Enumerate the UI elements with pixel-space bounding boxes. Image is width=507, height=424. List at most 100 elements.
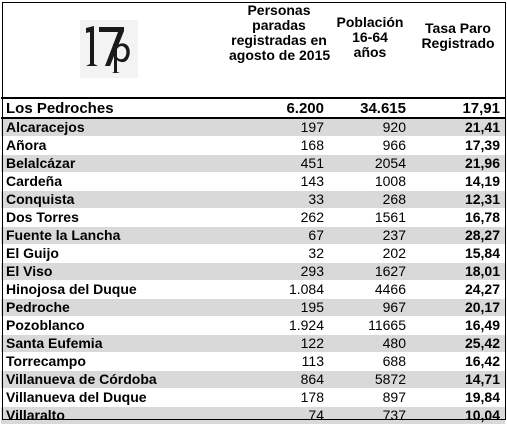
parados-value: 864 [229, 371, 329, 389]
tasa-value: 20,17 [411, 299, 505, 317]
header-line: agosto de 2015 [229, 48, 329, 63]
municipality-name: Añora [1, 137, 229, 155]
header-line: Población [329, 15, 411, 30]
tasa-value: 24,27 [411, 281, 505, 299]
municipality-name: El Guijo [1, 245, 229, 263]
poblacion-value: 897 [329, 389, 411, 407]
header-poblacion: Población 16-64 años [329, 1, 411, 98]
municipality-name: Villaralto [1, 407, 229, 424]
parados-value: 262 [229, 209, 329, 227]
header-line: paradas [229, 18, 329, 33]
tasa-value: 18,01 [411, 263, 505, 281]
municipality-name: Hinojosa del Duque [1, 281, 229, 299]
poblacion-value: 737 [329, 407, 411, 424]
municipality-name: Conquista [1, 191, 229, 209]
municipality-name: Belalcázar [1, 155, 229, 173]
parados-value: 33 [229, 191, 329, 209]
17p-logo-icon [80, 20, 138, 78]
municipality-name: Alcaracejos [1, 118, 229, 137]
parados-value: 1.924 [229, 317, 329, 335]
parados-value: 143 [229, 173, 329, 191]
tasa-value: 12,31 [411, 191, 505, 209]
parados-value: 197 [229, 118, 329, 137]
poblacion-value: 1627 [329, 263, 411, 281]
tasa-value: 21,41 [411, 118, 505, 137]
tasa-value: 19,84 [411, 389, 505, 407]
header-personas-paradas: Personas paradas registradas en agosto d… [229, 1, 329, 98]
total-parados: 6.200 [229, 98, 329, 118]
logo-cell [1, 1, 229, 98]
total-tasa: 17,91 [411, 98, 505, 118]
parados-value: 113 [229, 353, 329, 371]
parados-value: 122 [229, 335, 329, 353]
municipality-name: Cardeña [1, 173, 229, 191]
poblacion-value: 1008 [329, 173, 411, 191]
tasa-value: 21,96 [411, 155, 505, 173]
tasa-value: 16,49 [411, 317, 505, 335]
municipality-name: Fuente la Lancha [1, 227, 229, 245]
municipality-name: El Viso [1, 263, 229, 281]
municipality-name: Dos Torres [1, 209, 229, 227]
tasa-value: 10,04 [411, 407, 505, 424]
parados-value: 451 [229, 155, 329, 173]
header-tasa-paro: Tasa Paro Registrado [411, 1, 505, 98]
parados-value: 195 [229, 299, 329, 317]
tasa-value: 14,71 [411, 371, 505, 389]
municipality-name: Pedroche [1, 299, 229, 317]
tasa-value: 28,27 [411, 227, 505, 245]
poblacion-value: 966 [329, 137, 411, 155]
poblacion-value: 4466 [329, 281, 411, 299]
header-line: Registrado [411, 36, 505, 51]
total-poblacion: 34.615 [329, 98, 411, 118]
header-line: 16-64 [329, 30, 411, 45]
poblacion-value: 920 [329, 118, 411, 137]
tasa-value: 16,42 [411, 353, 505, 371]
poblacion-value: 2054 [329, 155, 411, 173]
municipality-name: Santa Eufemia [1, 335, 229, 353]
header-line: Tasa Paro [411, 21, 505, 36]
header-line: años [329, 45, 411, 60]
poblacion-value: 202 [329, 245, 411, 263]
municipality-name: Villanueva de Córdoba [1, 371, 229, 389]
parados-value: 1.084 [229, 281, 329, 299]
poblacion-value: 5872 [329, 371, 411, 389]
tasa-value: 25,42 [411, 335, 505, 353]
parados-value: 67 [229, 227, 329, 245]
parados-value: 168 [229, 137, 329, 155]
municipality-name: Villanueva del Duque [1, 389, 229, 407]
poblacion-value: 967 [329, 299, 411, 317]
poblacion-value: 268 [329, 191, 411, 209]
parados-value: 178 [229, 389, 329, 407]
total-name: Los Pedroches [1, 98, 229, 118]
poblacion-value: 237 [329, 227, 411, 245]
parados-value: 74 [229, 407, 329, 424]
municipality-name: Torrecampo [1, 353, 229, 371]
header-line: registradas en [229, 33, 329, 48]
poblacion-value: 480 [329, 335, 411, 353]
tasa-value: 17,39 [411, 137, 505, 155]
tasa-value: 16,78 [411, 209, 505, 227]
municipality-name: Pozoblanco [1, 317, 229, 335]
parados-value: 293 [229, 263, 329, 281]
poblacion-value: 688 [329, 353, 411, 371]
tasa-value: 15,84 [411, 245, 505, 263]
